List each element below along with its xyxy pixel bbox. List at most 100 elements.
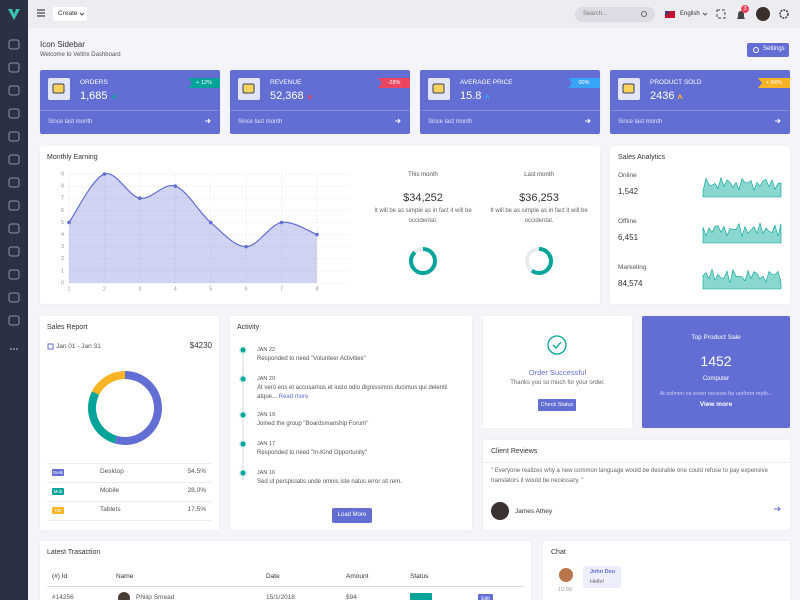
stat-change: + 12% [188,78,220,88]
search-placeholder[interactable]: Search... [583,11,608,17]
separator [47,463,212,464]
column-header: Amount [346,573,369,580]
card [420,70,600,134]
stat-icon-box [238,78,260,100]
activity-date: JAN 17 [257,441,276,447]
summary-label: Last month [524,172,554,178]
stat-footer: Since last month [238,119,283,125]
summary-amount: $36,253 [519,192,559,204]
analytics-label: Marketing [618,264,647,271]
stat-label: AVERAGE PRICE [460,79,513,86]
notification-badge[interactable]: 3 [741,5,749,13]
analytics-value: 84,574 [618,279,643,288]
language[interactable]: English [680,11,700,17]
card [40,541,531,600]
card-title: Client Reviews [491,448,538,455]
stat-label: REVENUE [270,79,302,86]
stat-change: 00% [568,78,600,88]
activity-text: Responded to need "In-Kind Opportunity" [257,450,367,456]
activity-text-box: Sed ut perspiciatis unde omnis iste natu… [257,478,457,487]
card [543,541,790,600]
column-header: Name [116,573,134,580]
summary-text: It will be as simple as in fact it will … [374,208,472,224]
page-subtitle: Welcome to Veltrix Dashboard [40,52,121,58]
analytics-label: Online [618,172,637,179]
product-value: 1452 [700,353,732,369]
activity-date: JAN 22 [257,347,276,353]
sidebar [0,0,28,600]
analytics-label: Offline [618,218,637,225]
device-name: Mobile [100,487,120,494]
review-quote: " Everyone realizes why a new common lan… [491,468,768,484]
card [40,70,220,134]
card [610,70,790,134]
cell-name: Philip Smead [136,594,175,600]
activity-text: Responded to need "Volunteer Activities" [257,356,366,362]
device-badge: Tab [52,507,64,514]
stat-icon-box [618,78,640,100]
review-author: James Athey [515,508,553,515]
page-title: Icon Sidebar [40,40,85,49]
device-name: Tablets [100,506,121,513]
product-text: At solmen va esser necessi far uniform m… [659,391,773,397]
chat-bubble [583,566,621,588]
create-button[interactable] [53,7,87,21]
activity-date: JAN 19 [257,412,276,418]
search-box[interactable] [575,7,655,22]
activity-text-box: Responded to need "In-Kind Opportunity" [257,449,457,458]
edit-button[interactable]: Edit [478,594,493,600]
stat-label: ORDERS [80,79,108,86]
create-label[interactable]: Create [58,10,78,17]
separator [47,501,212,502]
chat-name: John Deo [590,569,616,575]
settings-button[interactable] [747,43,789,57]
stat-footer: Since last month [428,119,473,125]
stat-value: 52,368 [270,90,304,102]
stat-value: 1,685 [80,90,108,102]
activity-text-box: Joined the group "Boardsmanship Forum" [257,420,457,429]
report-period: Jan 01 - Jan 31 [56,343,101,350]
card-title: Activity [237,324,260,331]
chat-text: Hello! [590,579,605,585]
column-header: Status [410,573,429,580]
separator [47,482,212,483]
summary-amount: $34,252 [403,192,443,204]
analytics-value: 6,451 [618,233,639,242]
chat-time: 10:00 [558,587,572,593]
analytics-value: 1,542 [618,187,639,196]
divider [40,110,220,111]
device-share: 28.0% [187,487,206,494]
card [642,316,790,428]
device-share: 54.5% [187,468,206,475]
activity-text: Sed ut perspiciatis unde omnis iste natu… [257,479,402,485]
stat-footer: Since last month [48,119,93,125]
stat-label: PRODUCT SOLD [650,79,702,86]
load-more-button[interactable]: Load More [332,508,372,523]
activity-text: At vero eos et accusamus et iusto odio d… [257,385,448,400]
product-name: Computer [702,376,730,382]
report-total: $4230 [189,341,212,350]
separator [483,462,790,463]
order-title: Order Successful [528,368,587,377]
check-status-button[interactable]: Check Status [538,399,576,411]
stat-footer: Since last month [618,119,663,125]
read-more-link[interactable]: Read more [278,394,309,400]
cell-amount: $94 [346,594,357,600]
summary-text: It will be as simple as in fact it will … [490,208,588,224]
stat-icon-box [428,78,450,100]
view-more-link[interactable]: View more [699,401,733,408]
cell-date: 15/1/2018 [266,594,295,600]
card-title: Chat [551,549,566,556]
activity-date: JAN 20 [257,376,276,382]
settings-label[interactable]: Settings [763,46,785,52]
separator [47,520,212,521]
card [230,316,472,530]
column-header: Date [266,573,280,580]
card-title: Monthly Earning [47,154,98,161]
card [230,70,410,134]
stat-change: + 84% [758,78,790,88]
card-title: Sales Analytics [618,154,666,161]
stat-icon-box [48,78,70,100]
stat-value: 2436 [650,90,675,102]
